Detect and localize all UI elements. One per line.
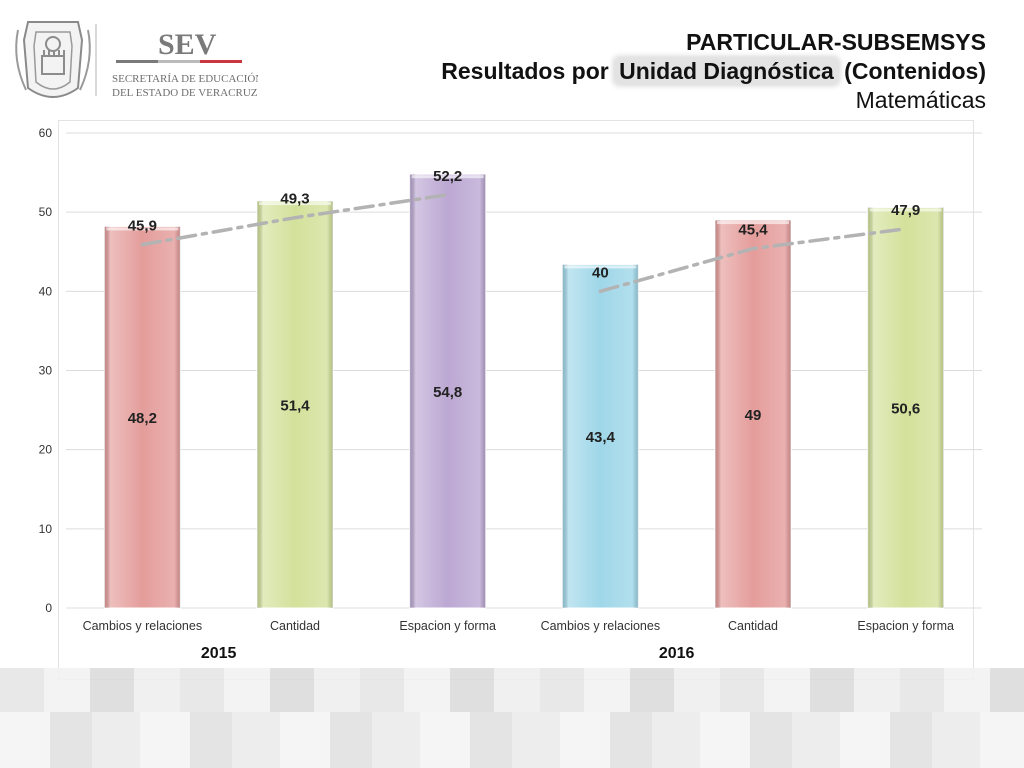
y-tick-label: 10 bbox=[39, 522, 53, 536]
x-tick-label: Espacion y forma bbox=[399, 619, 496, 633]
trend-line bbox=[140, 193, 450, 247]
x-tick-label: Cantidad bbox=[270, 619, 320, 633]
y-tick-label: 20 bbox=[39, 443, 53, 457]
logo-text: SEV bbox=[158, 28, 217, 61]
bar-top-highlight bbox=[869, 208, 942, 212]
chart-frame bbox=[58, 120, 974, 680]
title-line-2-prefix: Resultados por bbox=[441, 57, 616, 84]
logo-subtitle-2: DEL ESTADO DE VERACRUZ bbox=[112, 87, 258, 99]
page-title: PARTICULAR-SUBSEMSYS Resultados por Unid… bbox=[441, 28, 986, 114]
group-label: 2015 bbox=[201, 645, 237, 662]
y-tick-label: 30 bbox=[39, 364, 53, 378]
decorative-footer-band bbox=[0, 668, 1024, 768]
bar-shine bbox=[409, 174, 486, 608]
bar-top-highlight bbox=[259, 202, 331, 206]
trend-value-label: 49,3 bbox=[280, 191, 309, 208]
y-tick-label: 50 bbox=[39, 205, 53, 219]
grid-lines bbox=[66, 132, 982, 609]
bar-top-highlight bbox=[106, 227, 179, 231]
trend-value-label: 45,9 bbox=[128, 218, 157, 235]
title-line-3: Matemáticas bbox=[855, 86, 986, 113]
bar-value-label: 54,8 bbox=[433, 384, 462, 401]
veracruz-crest-icon bbox=[15, 21, 91, 98]
bar-shine bbox=[562, 264, 639, 608]
bar-shine bbox=[867, 207, 944, 608]
y-tick-label: 40 bbox=[39, 284, 53, 298]
y-axis: 0 10 20 30 40 50 60 bbox=[39, 126, 53, 615]
x-tick-label: Cambios y relaciones bbox=[83, 619, 203, 633]
title-line-2-suffix: (Contenidos) bbox=[837, 57, 986, 84]
bar-value-label: 43,4 bbox=[586, 429, 616, 446]
trend-line bbox=[598, 227, 908, 294]
x-tick-label: Cantidad bbox=[728, 619, 778, 633]
trend-value-label: 52,2 bbox=[433, 168, 462, 185]
y-tick-label: 60 bbox=[39, 126, 53, 140]
trend-lines: 45,9 49,3 52,2 40 45,4 47,9 bbox=[128, 168, 920, 294]
bar-shine bbox=[257, 201, 333, 609]
sev-logo: SEV SECRETARÍA DE EDUCACIÓN DEL ESTADO D… bbox=[15, 21, 258, 99]
title-line-1: PARTICULAR-SUBSEMSYS bbox=[686, 29, 986, 55]
title-line-2: Resultados por Unidad Diagnóstica (Conte… bbox=[441, 57, 986, 86]
bar-value-label: 50,6 bbox=[891, 401, 920, 418]
bar-shine bbox=[104, 226, 181, 608]
bar-value-label: 49 bbox=[745, 407, 762, 424]
bar-top-highlight bbox=[564, 265, 637, 269]
bar-value-label: 51,4 bbox=[280, 398, 310, 415]
bar-shine bbox=[715, 220, 791, 609]
x-tick-label: Espacion y forma bbox=[857, 619, 954, 633]
x-tick-label: Cambios y relaciones bbox=[541, 619, 661, 633]
trend-value-label: 47,9 bbox=[891, 202, 920, 219]
title-highlight: Unidad Diagnóstica bbox=[615, 57, 838, 84]
y-tick-label: 0 bbox=[45, 601, 52, 615]
trend-value-label: 40 bbox=[592, 264, 609, 281]
logo-subtitle-1: SECRETARÍA DE EDUCACIÓN bbox=[112, 73, 258, 85]
bar-value-label: 48,2 bbox=[128, 410, 157, 427]
x-axis: Cambios y relaciones Cantidad Espacion y f… bbox=[83, 619, 954, 662]
group-label: 2016 bbox=[659, 645, 695, 662]
bar-top-highlight bbox=[411, 175, 484, 179]
bar-top-highlight bbox=[717, 221, 789, 225]
bars: 48,2 51,4 54,8 43,4 49 50,6 bbox=[103, 173, 945, 609]
trend-value-label: 45,4 bbox=[738, 222, 768, 239]
